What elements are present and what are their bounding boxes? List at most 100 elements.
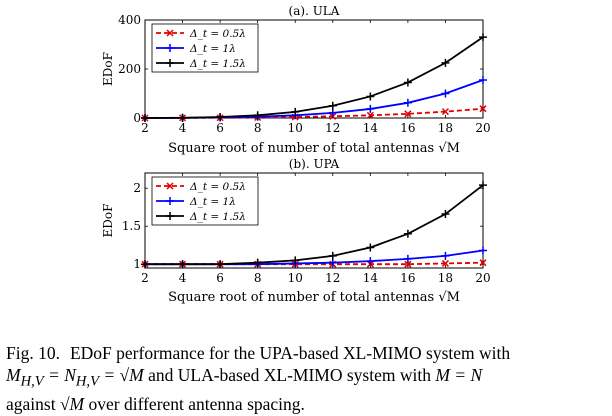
series-line-3 [144,36,484,119]
data-point [441,108,449,116]
data-point [253,111,262,120]
x-tick-label: 12 [325,121,340,135]
legend-label: Δ_t = 1.5λ [189,211,246,223]
legend-marker [166,212,174,220]
x-tick-label: 4 [179,121,187,135]
x-tick-label: 4 [179,271,187,285]
chart-panel-2: (b). UPA 2 4 6 8 10 12 14 16 18 20 1 1.5 2 Square root… [101,157,491,305]
y-axis-label: EDoF [101,204,115,238]
data-point [366,111,374,119]
x-tick-label: 20 [475,271,490,285]
caption-line-3: against √M over different antenna spacin… [6,393,606,415]
y-tick-label: 1 [133,257,141,271]
series-line-3 [145,184,484,266]
x-tick-label: 10 [288,271,303,285]
chart-title: (b). UPA [289,157,340,171]
legend: Δ_t = 0.5λ Δ_t = 1λ Δ_t = 1.5λ [151,23,259,73]
caption-math-sqrt-m-2: √M [59,393,85,414]
caption-text-1: EDoF performance for the UPA-based XL-MI… [69,343,511,363]
x-tick-label: 16 [400,121,415,135]
data-point [178,260,187,269]
x-tick-label: 12 [325,271,340,285]
data-point [403,229,412,238]
legend-label: Δ_t = 1λ [189,196,236,208]
data-point [403,254,412,263]
caption-text-2: and ULA-based XL-MIMO system with [143,365,436,385]
y-tick-label: 400 [118,13,141,27]
caption-sub-hv-1: H,V [20,373,44,390]
caption-math-m: M [6,365,21,385]
x-tick-label: 20 [475,121,490,135]
data-point [178,113,187,122]
x-tick-label: 14 [363,121,379,135]
data-point [441,251,450,260]
legend-marker [166,59,174,67]
legend-label: Δ_t = 0.5λ [189,181,246,193]
x-axis-label: Square root of number of total antennas … [168,141,460,156]
legend-marker [166,29,174,37]
data-point [291,107,300,116]
legend-label: Δ_t = 1.5λ [189,58,246,70]
data-point [328,108,337,117]
y-axis-label: EDoF [101,52,115,86]
y-tick-label: 200 [118,62,141,76]
data-point [366,92,375,101]
x-axis-label: Square root of number of total antennas … [168,290,460,305]
legend-label: Δ_t = 1λ [189,43,236,55]
y-tick-label: 2 [133,181,141,195]
data-point [479,76,487,85]
caption-math-n: = N [43,365,76,385]
data-point [441,210,450,219]
data-point [403,98,412,107]
caption-math-m-eq-n: M = N [435,365,483,385]
data-point [441,89,450,98]
legend-label: Δ_t = 0.5λ [189,28,246,40]
series-line-2 [144,79,484,119]
data-point [403,78,412,87]
plot-frame [144,172,484,269]
data-point [216,113,225,122]
data-point [479,181,487,190]
y-tick-label: 1.5 [122,219,141,233]
caption-line-2: MH,V = NH,V = √M and ULA-based XL-MIMO s… [6,364,606,393]
data-point [291,256,300,265]
data-point [404,260,412,268]
data-point [366,257,375,266]
x-tick-label: 10 [288,121,303,135]
data-point [328,101,337,110]
x-tick-label: 6 [216,121,224,135]
x-tick-label: 14 [363,271,379,285]
data-point [441,58,450,67]
x-tick-label: 2 [141,121,149,135]
chart-title: (a). ULA [289,4,340,18]
data-point [404,110,412,118]
data-point [441,259,449,267]
caption-sub-hv-2: H,V [75,373,99,390]
caption-line-1: Fig. 10. EDoF performance for the UPA-bas… [6,342,606,364]
data-point [216,260,225,269]
x-tick-label: 18 [438,121,453,135]
x-tick-label: 18 [438,271,453,285]
legend-marker [166,182,174,190]
caption-label: Fig. 10. [6,343,60,363]
data-point [328,258,337,267]
data-point [141,260,149,269]
x-tick-label: 16 [400,271,415,285]
legend: Δ_t = 0.5λ Δ_t = 1λ Δ_t = 1.5λ [151,176,259,226]
caption-text-3a: against [6,393,60,414]
caption-text-3b: over different antenna spacing. [84,393,305,414]
y-tick-label: 0 [133,111,141,125]
x-tick-label: 6 [216,271,224,285]
data-point [479,259,487,267]
data-point [366,104,375,113]
data-point [328,251,337,260]
data-point [479,33,487,42]
data-point [479,246,487,255]
data-point [141,113,149,122]
data-point [479,105,487,113]
x-tick-label: 8 [254,121,262,135]
legend-marker [166,44,174,52]
caption-math-sqrt-m: = √M [98,365,144,385]
